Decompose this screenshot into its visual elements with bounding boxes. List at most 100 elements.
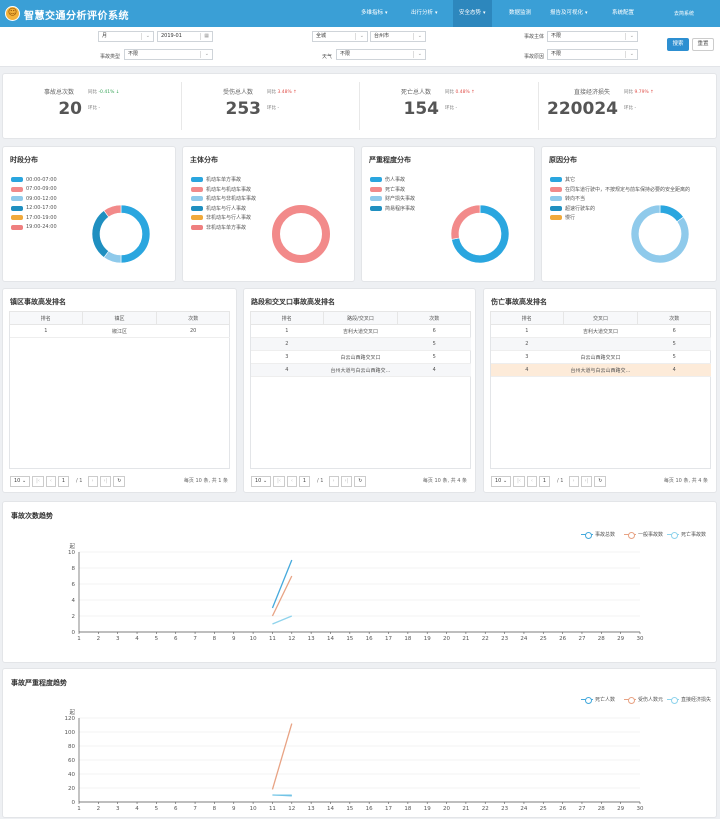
legend-item[interactable]: 19:00-24:00 <box>11 223 57 233</box>
user-name[interactable]: 去简系统 <box>673 11 694 17</box>
legend-item[interactable]: 非机动车与行人事故 <box>191 213 256 223</box>
column-header[interactable]: 排名 <box>250 311 324 325</box>
next-page-button[interactable]: › <box>328 475 339 487</box>
donut-slice[interactable] <box>120 204 151 264</box>
legend-item[interactable]: 超速行驶车的 <box>550 204 690 214</box>
prev-page-button[interactable]: ‹ <box>286 475 297 487</box>
next-page-button[interactable]: › <box>568 475 579 487</box>
legend-item[interactable]: 死亡事故数 <box>667 531 706 539</box>
series-line[interactable] <box>272 615 293 625</box>
cause-select[interactable]: 不限 ⌄ <box>547 49 638 60</box>
first-page-button[interactable]: |‹ <box>273 475 285 487</box>
legend-item[interactable]: 慢行 <box>550 213 690 223</box>
series-line[interactable] <box>271 575 293 617</box>
column-header[interactable]: 路段/交叉口 <box>322 311 399 325</box>
donut-slice[interactable] <box>451 204 510 264</box>
period-select[interactable]: 月 ⌄ <box>98 31 154 42</box>
column-header[interactable]: 镇区 <box>81 311 158 325</box>
table-row[interactable]: 3 白云山西路交叉口 5 <box>490 350 711 364</box>
legend-item[interactable]: 机动车单方事故 <box>191 175 256 185</box>
refresh-icon[interactable]: ↻ <box>354 475 367 487</box>
x-tick-label: 27 <box>578 636 585 642</box>
legend-item[interactable]: 事故总数 <box>581 531 615 539</box>
region-select[interactable]: 全城 ⌄ <box>312 31 368 42</box>
refresh-icon[interactable]: ↻ <box>594 475 607 487</box>
legend-item[interactable]: 一般事故数 <box>624 531 663 539</box>
first-page-button[interactable]: |‹ <box>513 475 525 487</box>
page-size-select[interactable]: 10 ⌄ <box>491 475 512 487</box>
legend-item[interactable]: 简易程序事故 <box>370 204 415 214</box>
first-page-button[interactable]: |‹ <box>32 475 44 487</box>
legend-item[interactable]: 00:00-07:00 <box>11 175 57 185</box>
series-line[interactable] <box>271 559 293 609</box>
donut-slice[interactable] <box>630 204 690 264</box>
reset-button[interactable]: 重置 <box>692 38 714 51</box>
weather-select[interactable]: 不限 ⌄ <box>336 49 426 60</box>
legend-item[interactable]: 在同车道行驶中，不按规定与前车保持必要的安全距离的 <box>550 185 690 195</box>
table-row[interactable]: 4 台州大道与白云山西路交… 4 <box>250 363 471 377</box>
legend-item[interactable]: 转向不当 <box>550 194 690 204</box>
legend-label: 19:00-24:00 <box>26 224 57 231</box>
type-select[interactable]: 不限 ⌄ <box>124 49 213 60</box>
column-header[interactable]: 次数 <box>156 311 230 325</box>
column-header[interactable]: 交叉口 <box>562 311 639 325</box>
nav-travel-analysis[interactable]: 出行分析 ▾ <box>411 10 438 16</box>
legend-item[interactable]: 死亡事故 <box>370 185 415 195</box>
legend-item[interactable]: 机动车与行人事故 <box>191 204 256 214</box>
page-size-select[interactable]: 10 ⌄ <box>10 475 31 487</box>
column-header[interactable]: 次数 <box>637 311 711 325</box>
column-header[interactable]: 排名 <box>9 311 83 325</box>
legend-swatch <box>11 196 23 202</box>
legend-item[interactable]: 死亡人数 <box>581 696 615 704</box>
search-button[interactable]: 搜索 <box>667 38 689 51</box>
next-page-button[interactable]: › <box>87 475 98 487</box>
nav-multi-indicator[interactable]: 多维指标 ▾ <box>361 10 388 16</box>
last-page-button[interactable]: ›| <box>99 475 112 487</box>
table-row[interactable]: 4 台州大道与白云山西路交… 4 <box>490 363 711 377</box>
legend-item[interactable]: 直接经济损失 <box>667 696 712 704</box>
panel-title: 路段和交叉口事故高发排名 <box>251 298 335 306</box>
legend-item[interactable]: 12:00-17:00 <box>11 204 57 214</box>
legend-item[interactable]: 机动车与机动车事故 <box>191 185 256 195</box>
column-header[interactable]: 次数 <box>397 311 471 325</box>
nav-safety-situation[interactable]: 安全态势 ▾ <box>453 0 492 27</box>
column-header[interactable]: 排名 <box>490 311 564 325</box>
page-number-input[interactable]: 1 <box>298 475 311 487</box>
legend-item[interactable]: 受伤人数元 <box>624 696 663 704</box>
prev-page-button[interactable]: ‹ <box>45 475 56 487</box>
nav-system-config[interactable]: 系统配置 <box>612 10 635 16</box>
nav-reports[interactable]: 报告及可视化 ▾ <box>550 10 588 16</box>
page-size-select[interactable]: 10 ⌄ <box>251 475 272 487</box>
date-input[interactable]: 2019-01 ▦ <box>157 31 213 42</box>
legend-item[interactable]: 非机动车单方事故 <box>191 223 256 233</box>
donut-slice[interactable] <box>91 210 110 258</box>
table-row[interactable]: 1 椒江区 20 <box>9 324 230 338</box>
last-page-button[interactable]: ›| <box>340 475 353 487</box>
donut-slice[interactable] <box>103 204 122 218</box>
donut-slice[interactable] <box>450 204 481 240</box>
donut-chart <box>91 204 151 264</box>
table-row[interactable]: 1 吉利大道交叉口 6 <box>250 324 471 338</box>
city-select[interactable]: 台州市 ⌄ <box>370 31 426 42</box>
legend-item[interactable]: 09:00-12:00 <box>11 194 57 204</box>
legend-label: 直接经济损失 <box>681 697 712 703</box>
last-page-button[interactable]: ›| <box>580 475 593 487</box>
table-row[interactable]: 3 白云山西路交叉口 5 <box>250 350 471 364</box>
legend-item[interactable]: 财产损失事故 <box>370 194 415 204</box>
legend-item[interactable]: 其它 <box>550 175 690 185</box>
legend-item[interactable]: 伤人事故 <box>370 175 415 185</box>
refresh-icon[interactable]: ↻ <box>113 475 126 487</box>
legend-item[interactable]: 机动车与非机动车事故 <box>191 194 256 204</box>
nav-data-monitoring[interactable]: 数据监测 <box>509 10 532 16</box>
prev-page-button[interactable]: ‹ <box>526 475 537 487</box>
page-number-input[interactable]: 1 <box>57 475 70 487</box>
series-line[interactable] <box>271 723 293 790</box>
subject-select[interactable]: 不限 ⌄ <box>547 31 638 42</box>
table-row[interactable]: 1 吉利大道交叉口 6 <box>490 324 711 338</box>
legend-item[interactable]: 17:00-19:00 <box>11 213 57 223</box>
legend-item[interactable]: 07:00-09:00 <box>11 185 57 195</box>
donut-slice[interactable] <box>272 205 330 263</box>
page-number-input[interactable]: 1 <box>538 475 551 487</box>
